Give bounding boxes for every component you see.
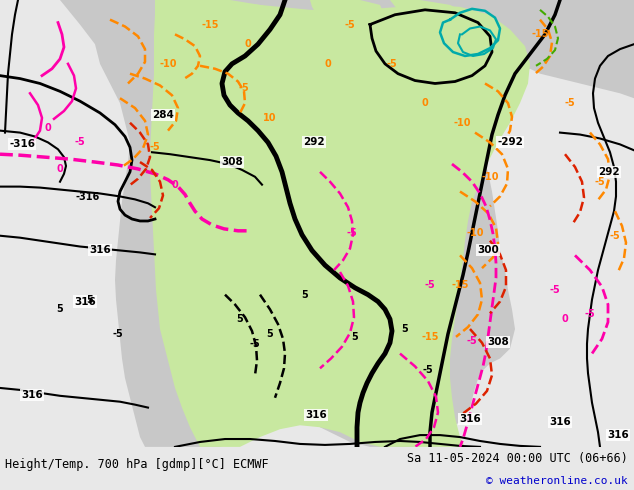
Text: -5: -5 <box>425 280 436 290</box>
Text: -5: -5 <box>345 20 356 29</box>
Text: -10: -10 <box>159 59 177 69</box>
Text: 5: 5 <box>302 290 308 300</box>
Text: 284: 284 <box>152 110 174 120</box>
Text: -5: -5 <box>550 285 560 295</box>
Text: -10: -10 <box>453 118 471 128</box>
Text: 316: 316 <box>607 430 629 440</box>
Text: -5: -5 <box>610 231 621 241</box>
Text: 316: 316 <box>549 417 571 427</box>
Text: -5: -5 <box>250 339 261 349</box>
Text: 0: 0 <box>562 314 568 324</box>
Text: -15: -15 <box>531 29 549 39</box>
Text: 316: 316 <box>74 296 96 307</box>
Text: 300: 300 <box>477 245 499 255</box>
Text: 316: 316 <box>459 415 481 424</box>
Text: 5: 5 <box>267 329 273 339</box>
Text: 0: 0 <box>44 122 51 133</box>
Text: 292: 292 <box>303 137 325 147</box>
Text: -5: -5 <box>238 83 249 94</box>
Text: -10: -10 <box>481 172 499 182</box>
Text: 308: 308 <box>487 337 509 347</box>
Text: 316: 316 <box>89 245 111 255</box>
Text: 0: 0 <box>325 59 332 69</box>
Text: -10: -10 <box>466 228 484 238</box>
Text: -15: -15 <box>421 332 439 342</box>
Text: 10: 10 <box>263 113 277 123</box>
Polygon shape <box>0 0 634 447</box>
Text: 0: 0 <box>422 98 429 108</box>
Text: -5: -5 <box>387 59 398 69</box>
Text: -15: -15 <box>451 280 469 290</box>
Text: -15: -15 <box>201 20 219 29</box>
Text: 308: 308 <box>221 157 243 167</box>
Text: -5: -5 <box>150 142 160 152</box>
Text: -5: -5 <box>595 177 605 187</box>
Text: 316: 316 <box>21 390 43 400</box>
Polygon shape <box>200 0 290 39</box>
Text: -5: -5 <box>75 137 86 147</box>
Text: 5: 5 <box>401 324 408 334</box>
Text: © weatheronline.co.uk: © weatheronline.co.uk <box>486 476 628 487</box>
Text: -292: -292 <box>497 137 523 147</box>
Text: 292: 292 <box>598 167 620 177</box>
Text: 0: 0 <box>172 180 178 190</box>
Text: 0: 0 <box>245 39 251 49</box>
Text: 5: 5 <box>87 294 93 305</box>
Text: -316: -316 <box>9 139 35 149</box>
Text: 5: 5 <box>56 304 63 315</box>
Polygon shape <box>310 0 385 29</box>
Text: -5: -5 <box>467 336 477 346</box>
Text: Sa 11-05-2024 00:00 UTC (06+66): Sa 11-05-2024 00:00 UTC (06+66) <box>407 452 628 466</box>
Text: 316: 316 <box>305 411 327 420</box>
Text: Height/Temp. 700 hPa [gdmp][°C] ECMWF: Height/Temp. 700 hPa [gdmp][°C] ECMWF <box>5 458 269 470</box>
Text: -5: -5 <box>423 365 434 375</box>
Text: 5: 5 <box>352 332 358 342</box>
Text: 5: 5 <box>236 314 243 324</box>
Polygon shape <box>390 0 500 113</box>
Text: -5: -5 <box>585 309 595 319</box>
Text: -5: -5 <box>347 228 358 238</box>
Polygon shape <box>150 0 530 447</box>
Text: -5: -5 <box>565 98 576 108</box>
Text: -5: -5 <box>113 329 124 339</box>
Text: -316: -316 <box>76 193 100 202</box>
Text: 0: 0 <box>56 164 63 174</box>
